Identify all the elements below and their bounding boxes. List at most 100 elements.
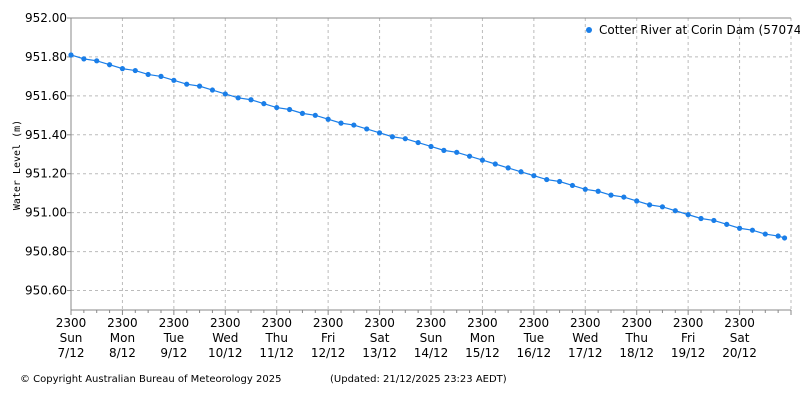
x-tick-label: Wed	[212, 331, 238, 345]
y-tick-label: 951.80	[25, 50, 67, 64]
y-tick-label: 951.20	[25, 167, 67, 181]
x-tick-label: 2300	[621, 316, 652, 330]
x-tick-label: 2300	[313, 316, 344, 330]
x-tick-label: 20/12	[722, 346, 757, 360]
data-point	[376, 130, 383, 136]
updated-text: (Updated: 21/12/2025 23:23 AEDT)	[330, 374, 507, 385]
x-tick-label: 14/12	[414, 346, 449, 360]
data-point	[762, 231, 768, 237]
data-point	[235, 95, 241, 101]
x-tick-label: 15/12	[465, 346, 500, 360]
copyright-text: © Copyright Australian Bureau of Meteoro…	[20, 374, 282, 385]
data-point	[749, 227, 756, 233]
x-tick-label: 19/12	[671, 346, 706, 360]
x-tick-label: 2300	[107, 316, 138, 330]
x-tick-label: Sun	[60, 331, 83, 345]
x-tick-label: 18/12	[619, 346, 654, 360]
x-tick-label: 2300	[364, 316, 395, 330]
y-tick-label: 951.60	[25, 89, 67, 103]
data-point	[312, 112, 318, 118]
data-point	[415, 139, 421, 146]
y-axis-label: Water Level (m)	[12, 120, 23, 210]
data-point	[466, 153, 473, 159]
data-point	[222, 91, 228, 97]
data-point	[634, 198, 640, 204]
data-point	[621, 194, 627, 200]
x-tick-label: Sat	[730, 331, 750, 345]
y-tick-label: 950.80	[25, 245, 67, 259]
data-point	[106, 62, 113, 68]
axes: 950.60 950.80 951.00 951.20 951.40 951.60 951.…	[25, 11, 792, 360]
data-point	[698, 215, 704, 222]
data-point	[479, 157, 486, 163]
x-tick-label: 8/12	[109, 346, 136, 360]
x-tick-label: Thu	[624, 331, 648, 345]
data-point	[659, 204, 666, 210]
data-point	[518, 169, 524, 175]
x-tick-label: 2300	[210, 316, 241, 330]
data-point	[781, 235, 788, 241]
legend-label: Cotter River at Corin Dam (570742)	[599, 23, 800, 37]
x-tick-label: Fri	[681, 331, 695, 345]
data-point	[672, 208, 678, 214]
data-point	[724, 221, 730, 227]
x-tick-label: 2300	[261, 316, 292, 330]
data-point	[184, 81, 190, 87]
data-point	[158, 73, 164, 79]
data-point	[196, 83, 203, 89]
data-point	[286, 106, 293, 113]
data-point	[454, 149, 460, 155]
data-point	[685, 212, 691, 218]
x-tick-label: 2300	[519, 316, 550, 330]
data-point	[608, 192, 614, 198]
data-point	[209, 87, 216, 93]
x-tick-label: 13/12	[362, 346, 397, 360]
data-point	[248, 97, 254, 103]
x-tick-label: Sat	[370, 331, 390, 345]
data-point	[351, 122, 357, 128]
x-tick-label: Thu	[264, 331, 288, 345]
x-tick-label: 2300	[159, 316, 190, 330]
x-tick-label: 2300	[673, 316, 704, 330]
data-point	[428, 143, 434, 150]
legend-marker	[586, 27, 592, 33]
y-tick-label: 952.00	[25, 11, 67, 25]
data-point	[325, 116, 331, 122]
data-point	[736, 225, 743, 231]
x-tick-label: 2300	[416, 316, 447, 330]
y-tick-label: 951.40	[25, 128, 67, 142]
data-point	[595, 188, 601, 194]
data-point	[171, 77, 177, 83]
data-point	[402, 136, 408, 142]
x-tick-label: 11/12	[259, 346, 294, 360]
x-tick-label: Fri	[321, 331, 335, 345]
x-tick-label: 2300	[570, 316, 601, 330]
x-tick-label: 2300	[56, 316, 87, 330]
y-tick-label: 951.00	[25, 206, 67, 220]
data-point	[544, 176, 550, 183]
data-point	[492, 161, 498, 167]
data-point	[68, 52, 74, 58]
grid	[71, 17, 792, 310]
data-point	[775, 233, 781, 239]
data-point	[582, 186, 588, 192]
data-point	[94, 58, 100, 64]
data-point	[132, 67, 138, 74]
x-tick-label: Tue	[523, 331, 545, 345]
data-point	[441, 147, 447, 153]
data-point	[556, 178, 563, 185]
data-point	[119, 66, 126, 72]
data-point	[569, 182, 576, 189]
data-point	[338, 120, 344, 126]
x-tick-label: Mon	[110, 331, 135, 345]
data-point	[81, 56, 87, 62]
x-tick-label: Tue	[163, 331, 185, 345]
y-tick-label: 950.60	[25, 284, 67, 298]
x-tick-label: 12/12	[311, 346, 346, 360]
data-point	[364, 126, 370, 132]
data-point	[711, 217, 717, 224]
x-tick-label: 2300	[724, 316, 755, 330]
data-point	[145, 71, 151, 78]
x-tick-label: 17/12	[568, 346, 603, 360]
